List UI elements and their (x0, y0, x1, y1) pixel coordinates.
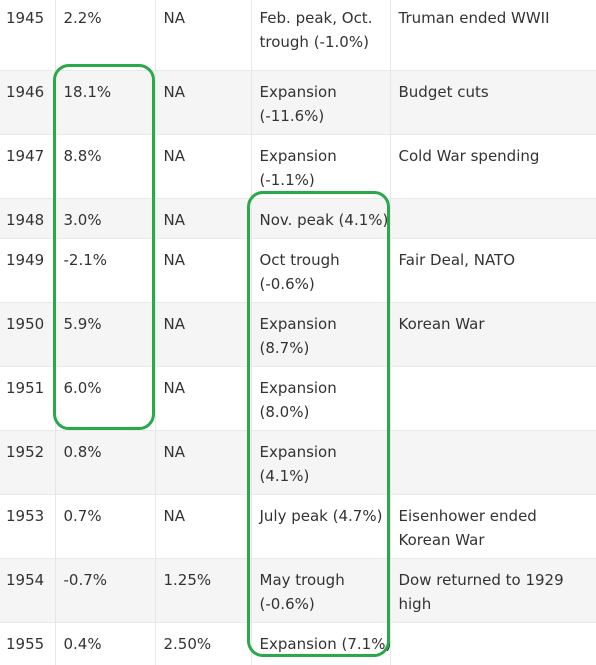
business-cycle-cell: Expansion (8.7%) (251, 302, 391, 367)
gdp-growth-cell: -2.1% (55, 238, 156, 303)
year-cell: 1954 (0, 558, 56, 623)
year-cell: 1950 (0, 302, 56, 367)
rate-cell: NA (155, 494, 252, 559)
table-row: 1949 -2.1% NA Oct trough (-0.6%) Fair Dea… (0, 238, 596, 303)
event-cell (390, 198, 596, 239)
business-cycle-cell: Expansion (-11.6%) (251, 70, 391, 135)
table-row: 1952 0.8% NA Expansion (4.1%) (0, 430, 596, 495)
table-row: 1948 3.0% NA Nov. peak (4.1%) (0, 198, 596, 239)
table-row: 1947 8.8% NA Expansion (-1.1%) Cold War s… (0, 134, 596, 199)
table-row: 1954 -0.7% 1.25% May trough (-0.6%) Dow r… (0, 558, 596, 623)
business-cycle-cell: Expansion (7.1%) (251, 622, 391, 665)
rate-cell: NA (155, 238, 252, 303)
business-cycle-cell: Expansion (8.0%) (251, 366, 391, 431)
business-cycle-cell: July peak (4.7%) (251, 494, 391, 559)
year-cell: 1953 (0, 494, 56, 559)
rate-cell: NA (155, 302, 252, 367)
rate-cell: NA (155, 430, 252, 495)
rate-cell: NA (155, 70, 252, 135)
year-cell: 1955 (0, 622, 56, 665)
business-cycle-cell: May trough (-0.6%) (251, 558, 391, 623)
business-cycle-cell: Feb. peak, Oct. trough (-1.0%) (251, 0, 391, 71)
event-cell: Fair Deal, NATO (390, 238, 596, 303)
business-cycle-cell: Oct trough (-0.6%) (251, 238, 391, 303)
table-row: 1950 5.9% NA Expansion (8.7%) Korean War (0, 302, 596, 367)
business-cycle-cell: Nov. peak (4.1%) (251, 198, 391, 239)
event-cell: Truman ended WWII (390, 0, 596, 71)
year-cell: 1951 (0, 366, 56, 431)
event-cell: Cold War spending (390, 134, 596, 199)
rate-cell: 1.25% (155, 558, 252, 623)
rate-cell: 2.50% (155, 622, 252, 665)
event-cell: Budget cuts (390, 70, 596, 135)
event-cell: Korean War (390, 302, 596, 367)
gdp-growth-cell: 0.8% (55, 430, 156, 495)
table-row: 1945 2.2% NA Feb. peak, Oct. trough (-1.0… (0, 0, 596, 71)
year-cell: 1948 (0, 198, 56, 239)
gdp-growth-cell: 18.1% (55, 70, 156, 135)
year-cell: 1947 (0, 134, 56, 199)
event-cell: Dow returned to 1929 high (390, 558, 596, 623)
table-row: 1955 0.4% 2.50% Expansion (7.1%) (0, 622, 596, 665)
gdp-growth-cell: -0.7% (55, 558, 156, 623)
gdp-growth-cell: 0.4% (55, 622, 156, 665)
gdp-growth-cell: 8.8% (55, 134, 156, 199)
year-cell: 1952 (0, 430, 56, 495)
table-row: 1946 18.1% NA Expansion (-11.6%) Budget c… (0, 70, 596, 135)
gdp-growth-cell: 5.9% (55, 302, 156, 367)
gdp-growth-cell: 0.7% (55, 494, 156, 559)
rate-cell: NA (155, 134, 252, 199)
gdp-growth-cell: 3.0% (55, 198, 156, 239)
event-cell (390, 430, 596, 495)
gdp-growth-cell: 2.2% (55, 0, 156, 71)
year-cell: 1949 (0, 238, 56, 303)
year-cell: 1946 (0, 70, 56, 135)
event-cell (390, 366, 596, 431)
gdp-growth-cell: 6.0% (55, 366, 156, 431)
rate-cell: NA (155, 366, 252, 431)
rate-cell: NA (155, 198, 252, 239)
event-cell: Eisenhower ended Korean War (390, 494, 596, 559)
rate-cell: NA (155, 0, 252, 71)
business-cycle-cell: Expansion (4.1%) (251, 430, 391, 495)
business-cycle-cell: Expansion (-1.1%) (251, 134, 391, 199)
event-cell (390, 622, 596, 665)
year-cell: 1945 (0, 0, 56, 71)
table-row: 1953 0.7% NA July peak (4.7%) Eisenhower… (0, 494, 596, 559)
table-row: 1951 6.0% NA Expansion (8.0%) (0, 366, 596, 431)
